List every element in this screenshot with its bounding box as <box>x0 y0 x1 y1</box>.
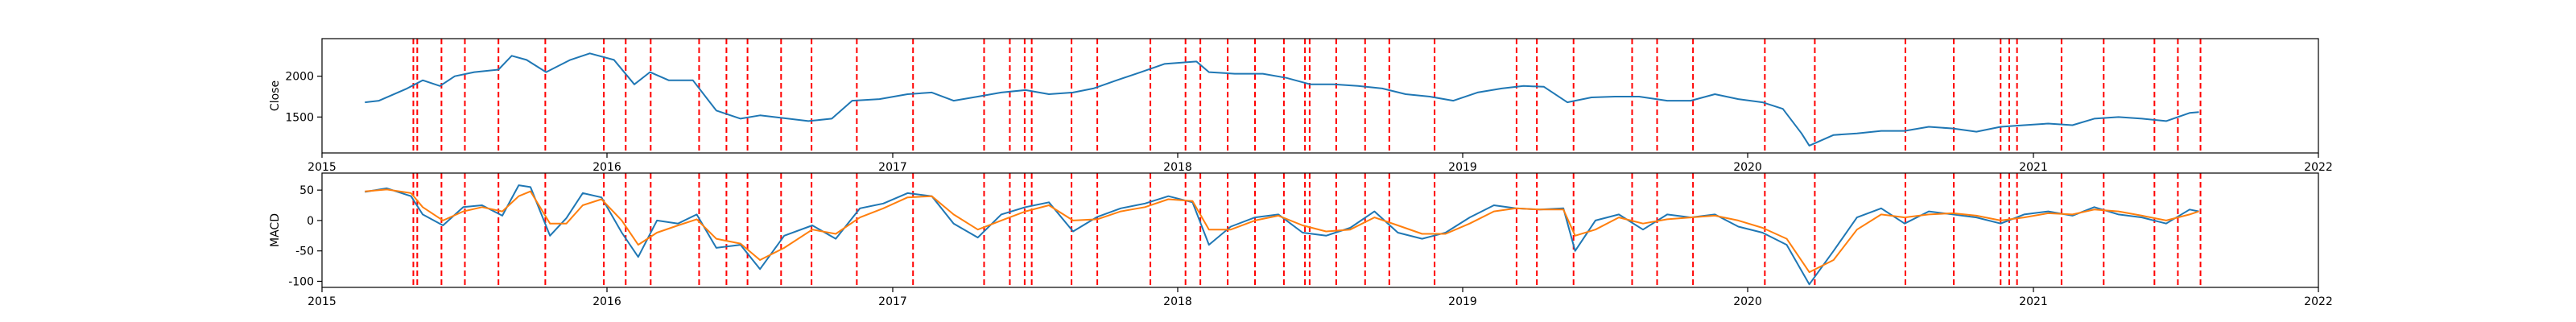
x-tick-label: 2022 <box>2304 295 2333 308</box>
x-tick-label: 2018 <box>1163 161 1192 174</box>
y-tick-label: -50 <box>295 246 314 258</box>
plot-area <box>365 173 2202 287</box>
y-tick-label: -100 <box>288 275 314 288</box>
panel-close: 2015 2016 2017 2018 2019 2020 2021 2022 1500 2000… <box>269 38 2333 174</box>
panel-macd: 2015 2016 2017 2018 2019 2020 2021 2022 -100 -50 0… <box>269 172 2333 308</box>
axes-frame <box>321 172 2319 288</box>
y-tick-label: 50 <box>299 184 314 197</box>
x-tick-label: 2017 <box>878 295 907 308</box>
y-axis-label: MACD <box>269 213 282 247</box>
series-line-1 <box>365 184 2199 286</box>
y-axis-label: Close <box>269 80 282 111</box>
series-line-1 <box>365 52 2199 147</box>
x-tick-label: 2016 <box>592 161 621 174</box>
x-tick-label: 2015 <box>308 161 336 174</box>
x-tick-label: 2019 <box>1448 161 1477 174</box>
x-tick-label: 2017 <box>878 161 907 174</box>
y-tick-label: 1500 <box>285 111 314 124</box>
x-tick-label: 2022 <box>2304 161 2333 174</box>
x-tick-label: 2016 <box>592 295 621 308</box>
axes-frame <box>321 38 2319 154</box>
plot-area <box>365 39 2202 153</box>
y-tick-label: 2000 <box>285 71 314 84</box>
x-tick-label: 2020 <box>1733 295 1762 308</box>
x-tick-label: 2020 <box>1733 161 1762 174</box>
series-line-2 <box>365 188 2199 274</box>
x-tick-label: 2021 <box>2019 161 2048 174</box>
y-tick-label: 0 <box>307 215 314 228</box>
x-tick-label: 2018 <box>1163 295 1192 308</box>
x-tick-label: 2019 <box>1448 295 1477 308</box>
x-tick-label: 2021 <box>2019 295 2048 308</box>
x-tick-label: 2015 <box>308 295 336 308</box>
